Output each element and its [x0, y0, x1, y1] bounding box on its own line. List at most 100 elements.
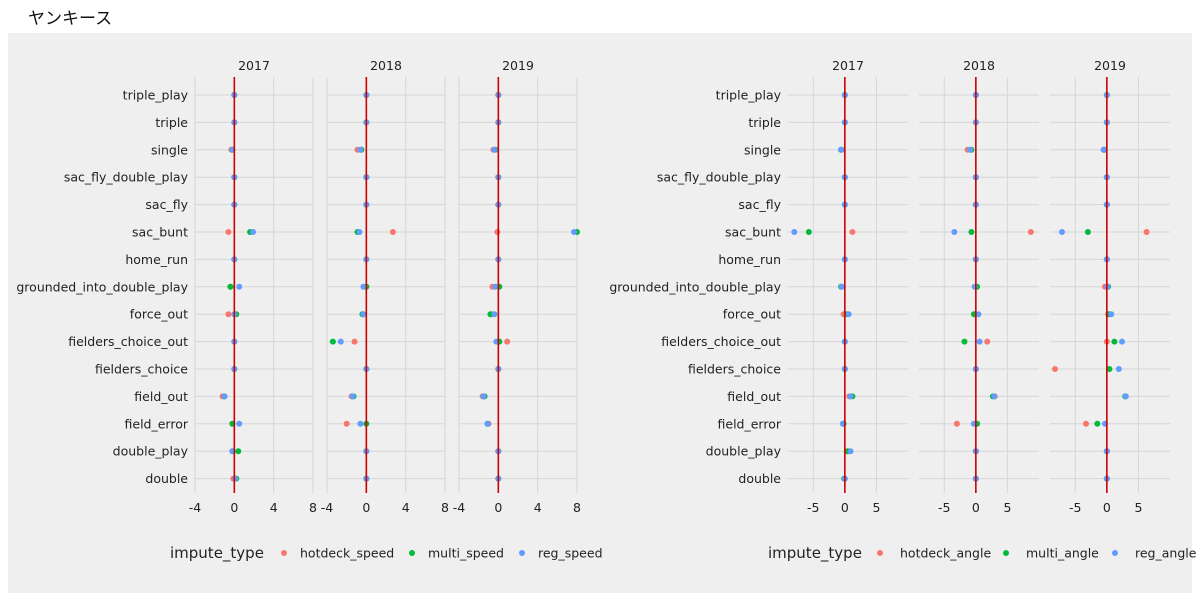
legend-label-hotdeck_speed: hotdeck_speed	[300, 546, 394, 561]
legend-label-hotdeck_angle: hotdeck_angle	[900, 546, 991, 561]
point-reg_speed-2018-grounded_into_double_play	[360, 283, 367, 290]
x-tick-label: -4	[453, 500, 466, 515]
legend-label-reg_angle: reg_angle	[1135, 546, 1197, 561]
category-label-triple: triple	[748, 115, 781, 130]
x-tick-label: 0	[841, 500, 849, 515]
plot-background	[8, 33, 1192, 593]
x-tick-label: 5	[1003, 500, 1011, 515]
point-hotdeck_angle-2018-field_error	[953, 420, 960, 427]
category-label-triple_play: triple_play	[716, 88, 782, 103]
point-hotdeck_speed-2019-sac_bunt	[494, 229, 501, 235]
page-title: ヤンキース	[28, 9, 113, 29]
category-label-home_run: home_run	[718, 252, 781, 267]
legend-label-reg_speed: reg_speed	[538, 546, 603, 561]
point-multi_angle-2019-field_error	[1094, 420, 1101, 427]
point-multi_angle-2018-fielders_choice_out	[961, 338, 968, 345]
point-hotdeck_speed-2018-sac_bunt	[389, 229, 396, 235]
point-reg_speed-2019-field_out	[480, 393, 487, 400]
x-tick-label: -4	[321, 500, 334, 515]
category-label-double_play: double_play	[113, 444, 189, 459]
point-reg_angle-2017-double_play	[847, 448, 854, 455]
category-label-fielders_choice_out: fielders_choice_out	[661, 334, 781, 349]
point-reg_angle-2019-fielders_choice_out	[1119, 338, 1125, 345]
point-reg_speed-2018-field_error	[357, 420, 364, 427]
x-tick-label: 8	[441, 500, 449, 515]
x-tick-label: 8	[573, 500, 581, 515]
category-label-fielders_choice: fielders_choice	[688, 362, 781, 377]
legend-title: impute_type	[170, 544, 264, 563]
point-reg_angle-2017-sac_bunt	[791, 229, 798, 235]
point-multi_speed-2017-double_play	[235, 448, 242, 455]
x-tick-label: 0	[362, 500, 370, 515]
x-tick-label: -5	[1069, 500, 1081, 515]
point-reg_speed-2018-sac_bunt	[356, 229, 363, 235]
point-reg_angle-2019-sac_bunt	[1059, 229, 1065, 235]
category-label-sac_bunt: sac_bunt	[132, 225, 188, 240]
point-hotdeck_angle-2017-sac_bunt	[849, 229, 856, 235]
category-label-double: double	[145, 471, 188, 486]
category-label-single: single	[151, 142, 188, 157]
category-label-single: single	[744, 142, 781, 157]
point-multi_speed-2018-fielders_choice_out	[329, 338, 336, 345]
x-tick-label: 4	[402, 500, 410, 515]
category-label-field_out: field_out	[134, 389, 188, 404]
legend-swatch-hotdeck_speed	[281, 550, 287, 556]
point-multi_angle-2019-fielders_choice	[1106, 366, 1113, 372]
legend-swatch-multi_speed	[409, 550, 415, 556]
point-multi_angle-2018-sac_bunt	[968, 229, 975, 235]
point-reg_angle-2019-fielders_choice	[1115, 366, 1122, 372]
point-reg_angle-2017-grounded_into_double_play	[838, 283, 845, 290]
category-label-grounded_into_double_play: grounded_into_double_play	[16, 279, 188, 294]
category-label-triple_play: triple_play	[123, 88, 189, 103]
point-reg_angle-2019-field_out	[1122, 393, 1129, 400]
category-label-field_error: field_error	[718, 416, 782, 431]
point-reg_angle-2017-single	[838, 146, 845, 153]
point-reg_speed-2017-field_out	[221, 393, 228, 400]
point-reg_speed-2017-field_error	[236, 420, 243, 427]
point-reg_angle-2019-force_out	[1108, 311, 1115, 318]
point-reg_speed-2018-single	[357, 146, 364, 153]
x-tick-label: 5	[872, 500, 880, 515]
legend-swatch-reg_speed	[519, 550, 525, 556]
point-reg_angle-2018-fielders_choice_out	[976, 338, 983, 345]
point-hotdeck_angle-2018-sac_bunt	[1027, 229, 1034, 235]
point-reg_speed-2019-sac_bunt	[571, 229, 578, 235]
x-tick-label: 0	[972, 500, 980, 515]
point-reg_angle-2018-sac_bunt	[951, 229, 958, 235]
category-label-fielders_choice: fielders_choice	[95, 362, 188, 377]
point-reg_angle-2018-grounded_into_double_play	[971, 283, 978, 290]
category-label-triple: triple	[155, 115, 188, 130]
point-reg_speed-2019-force_out	[491, 311, 498, 318]
point-reg_speed-2018-force_out	[360, 311, 367, 318]
facet-label-2019: 2019	[502, 58, 534, 73]
legend-title: impute_type	[768, 544, 862, 563]
category-label-sac_fly: sac_fly	[145, 197, 188, 212]
category-label-force_out: force_out	[130, 307, 188, 322]
legend-swatch-multi_angle	[1003, 550, 1009, 556]
point-reg_speed-2018-field_out	[349, 393, 356, 400]
point-hotdeck_speed-2019-fielders_choice_out	[504, 338, 511, 345]
point-reg_angle-2019-single	[1100, 146, 1107, 153]
point-reg_speed-2019-single	[491, 146, 498, 153]
point-reg_speed-2017-sac_bunt	[250, 229, 257, 235]
point-reg_speed-2019-field_error	[484, 420, 491, 427]
point-multi_angle-2019-fielders_choice_out	[1111, 338, 1118, 345]
x-tick-label: -5	[807, 500, 819, 515]
x-tick-label: 0	[230, 500, 238, 515]
x-tick-label: 0	[1103, 500, 1111, 515]
point-reg_speed-2017-grounded_into_double_play	[236, 283, 243, 290]
category-label-sac_fly_double_play: sac_fly_double_play	[64, 170, 189, 185]
facet-label-2018: 2018	[963, 58, 995, 73]
facet-label-2017: 2017	[238, 58, 270, 73]
point-reg_angle-2018-single	[967, 146, 974, 153]
point-multi_angle-2019-sac_bunt	[1084, 229, 1091, 235]
x-tick-label: 5	[1134, 500, 1142, 515]
x-tick-label: -4	[189, 500, 202, 515]
facet-label-2018: 2018	[370, 58, 402, 73]
category-label-double_play: double_play	[706, 444, 782, 459]
legend-label-multi_angle: multi_angle	[1026, 546, 1099, 561]
x-tick-label: 4	[534, 500, 542, 515]
category-label-double: double	[738, 471, 781, 486]
point-hotdeck_speed-2018-fielders_choice_out	[351, 338, 358, 345]
